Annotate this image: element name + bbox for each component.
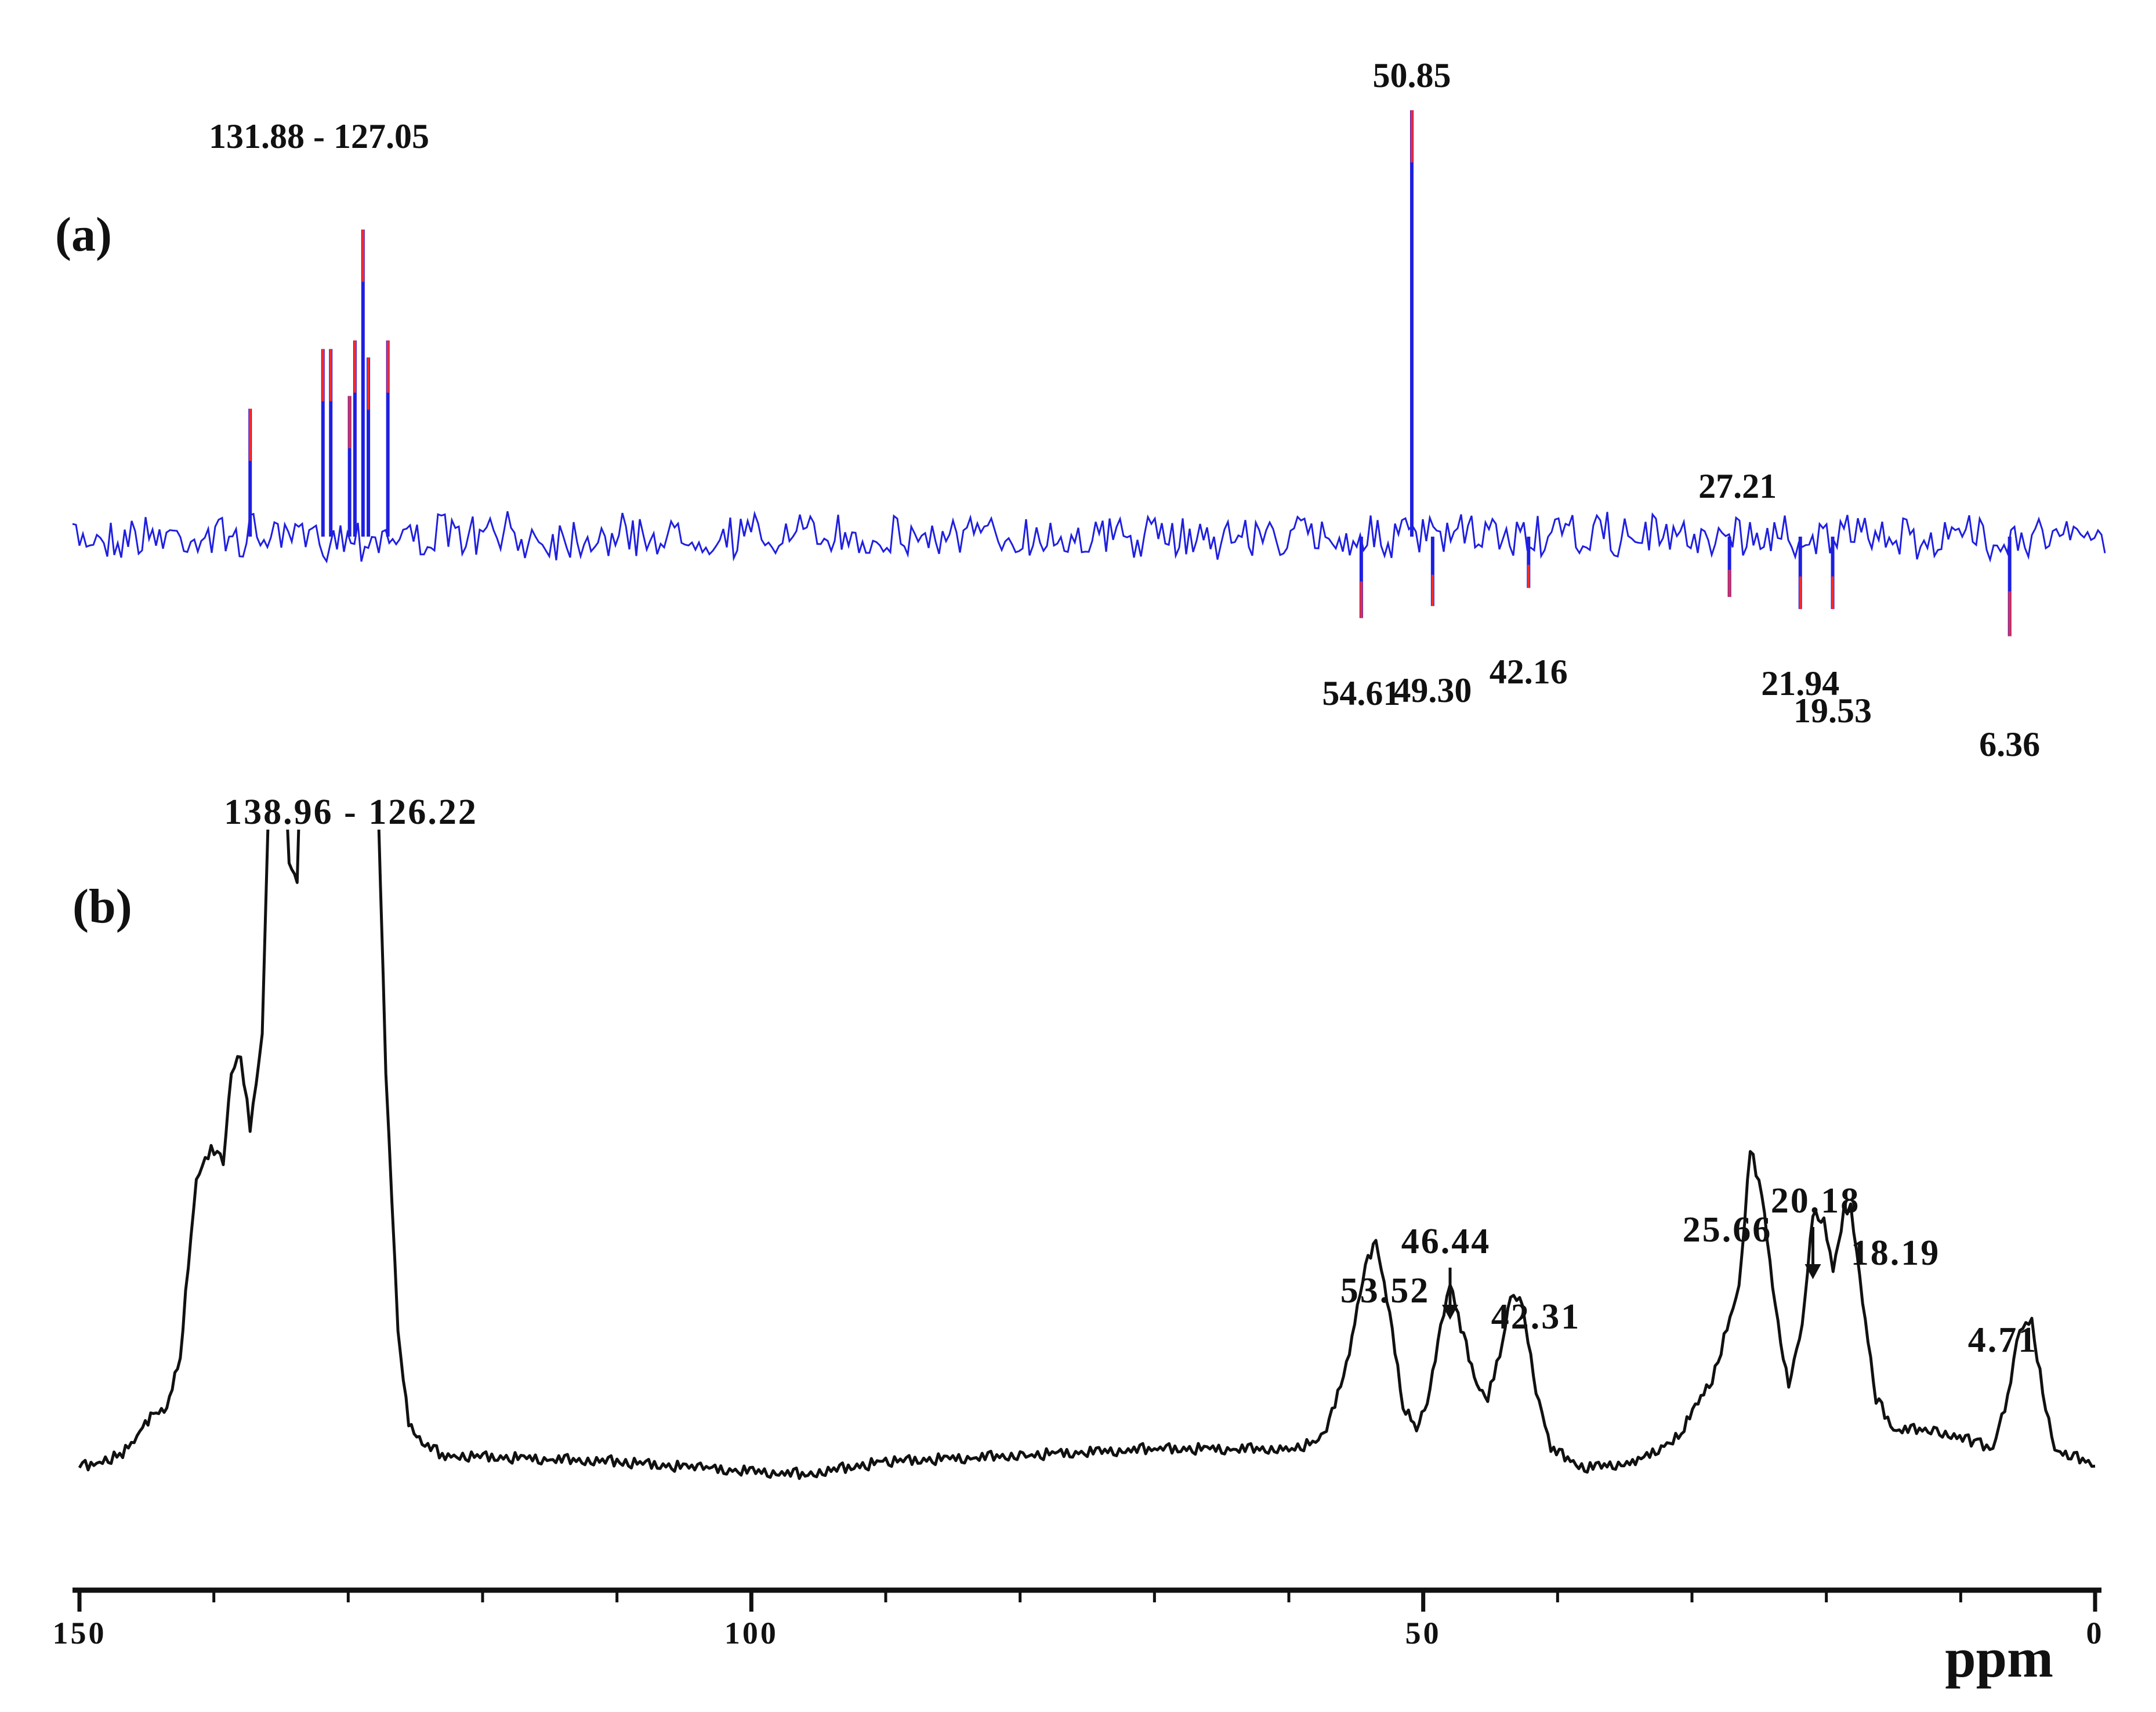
panel-a-peak-label: 27.21 bbox=[1698, 467, 1777, 505]
x-axis-title: ppm bbox=[1945, 1627, 2053, 1689]
panel-a-peak-label: 54.61 bbox=[1322, 674, 1400, 712]
panel-a-peak-label: 21.94 bbox=[1761, 664, 1839, 703]
panel-b-peak-label: 25.66 bbox=[1683, 1210, 1773, 1250]
panel-a-peaks bbox=[248, 110, 2012, 636]
panel-b-spectrum-line bbox=[78, 830, 2096, 1481]
panel-b-peak-label: 18.19 bbox=[1851, 1233, 1941, 1273]
panel-a-peak-label: 6.36 bbox=[1979, 725, 2040, 763]
panel-b-peak-label: 46.44 bbox=[1401, 1222, 1491, 1261]
panel-a-label: (a) bbox=[55, 208, 112, 262]
x-tick-label: 150 bbox=[53, 1616, 107, 1651]
panel-b-arrow-icon bbox=[1442, 1268, 1458, 1320]
panel-a-peak-label: 19.53 bbox=[1793, 692, 1872, 730]
panel-b-peak-label: 53.52 bbox=[1340, 1271, 1430, 1311]
panel-a-group-label: 131.88 - 127.05 bbox=[209, 117, 429, 155]
panel-b-arrow-icon bbox=[1804, 1227, 1821, 1279]
x-axis-ticks: 150 100 50 0 bbox=[53, 1588, 2104, 1651]
panel-b-peak-label: 42.31 bbox=[1491, 1297, 1581, 1337]
x-tick-label: 0 bbox=[2086, 1616, 2104, 1651]
x-axis: 150 100 50 0 ppm bbox=[53, 1587, 2104, 1689]
panel-a-peak-label: 50.85 bbox=[1372, 56, 1451, 95]
panel-b-group-label: 138.96 - 126.22 bbox=[224, 792, 478, 832]
panel-b-peak-label: 4.71 bbox=[1968, 1320, 2038, 1360]
panel-a-baseline-noise bbox=[72, 510, 2106, 564]
panel-b-label: (b) bbox=[73, 879, 132, 933]
x-tick-label: 50 bbox=[1405, 1616, 1441, 1651]
panel-a-peak-label: 42.16 bbox=[1490, 653, 1568, 691]
panel-a-peak-label: 49.30 bbox=[1393, 671, 1472, 710]
x-tick-label: 100 bbox=[724, 1616, 778, 1651]
panel-b-peak-label: 20.18 bbox=[1771, 1181, 1861, 1221]
